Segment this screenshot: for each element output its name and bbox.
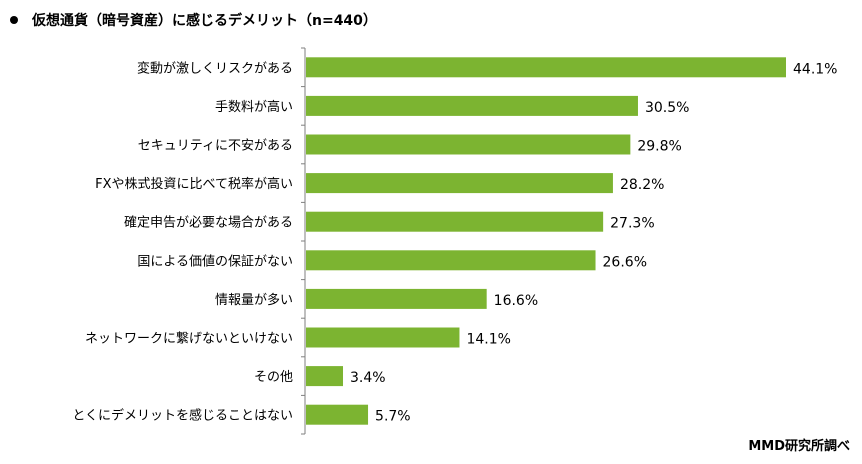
category-label: 情報量が多い bbox=[215, 292, 293, 308]
bar bbox=[306, 211, 604, 232]
value-label: 5.7% bbox=[375, 409, 411, 425]
category-label: とくにデメリットを感じることはない bbox=[72, 408, 293, 424]
bar bbox=[306, 173, 613, 194]
chart-title: 仮想通貨（暗号資産）に感じるデメリット（n=440） bbox=[32, 13, 377, 29]
source-note: MMD研究所調べ bbox=[748, 439, 850, 454]
value-label: 3.4% bbox=[350, 370, 386, 386]
category-label: 手数料が高い bbox=[215, 99, 293, 115]
value-label: 16.6% bbox=[494, 293, 538, 309]
bar bbox=[306, 366, 344, 387]
category-label: 変動が激しくリスクがある bbox=[137, 60, 293, 76]
bullet-icon bbox=[10, 16, 18, 24]
value-label: 44.1% bbox=[793, 61, 837, 77]
category-label: FXや株式投資に比べて税率が高い bbox=[95, 176, 293, 192]
category-label: セキュリティに不安がある bbox=[138, 139, 293, 154]
value-label: 27.3% bbox=[610, 216, 654, 232]
bar bbox=[306, 57, 786, 78]
category-label: 確定申告が必要な場合がある bbox=[124, 215, 293, 231]
bar bbox=[306, 134, 631, 155]
value-label: 28.2% bbox=[620, 177, 664, 193]
category-label: ネットワークに繋げないといけない bbox=[85, 331, 293, 347]
bar bbox=[306, 95, 638, 116]
chart-title-row: 仮想通貨（暗号資産）に感じるデメリット（n=440） bbox=[8, 10, 377, 30]
bar bbox=[306, 404, 369, 425]
bar bbox=[306, 250, 596, 271]
category-label: 国による価値の保証がない bbox=[137, 253, 293, 269]
category-label: その他 bbox=[254, 370, 293, 385]
value-label: 14.1% bbox=[466, 332, 510, 348]
value-label: 29.8% bbox=[637, 139, 681, 155]
value-label: 30.5% bbox=[645, 100, 689, 116]
bar bbox=[306, 288, 487, 309]
value-label: 26.6% bbox=[603, 254, 647, 270]
bar bbox=[306, 327, 460, 348]
